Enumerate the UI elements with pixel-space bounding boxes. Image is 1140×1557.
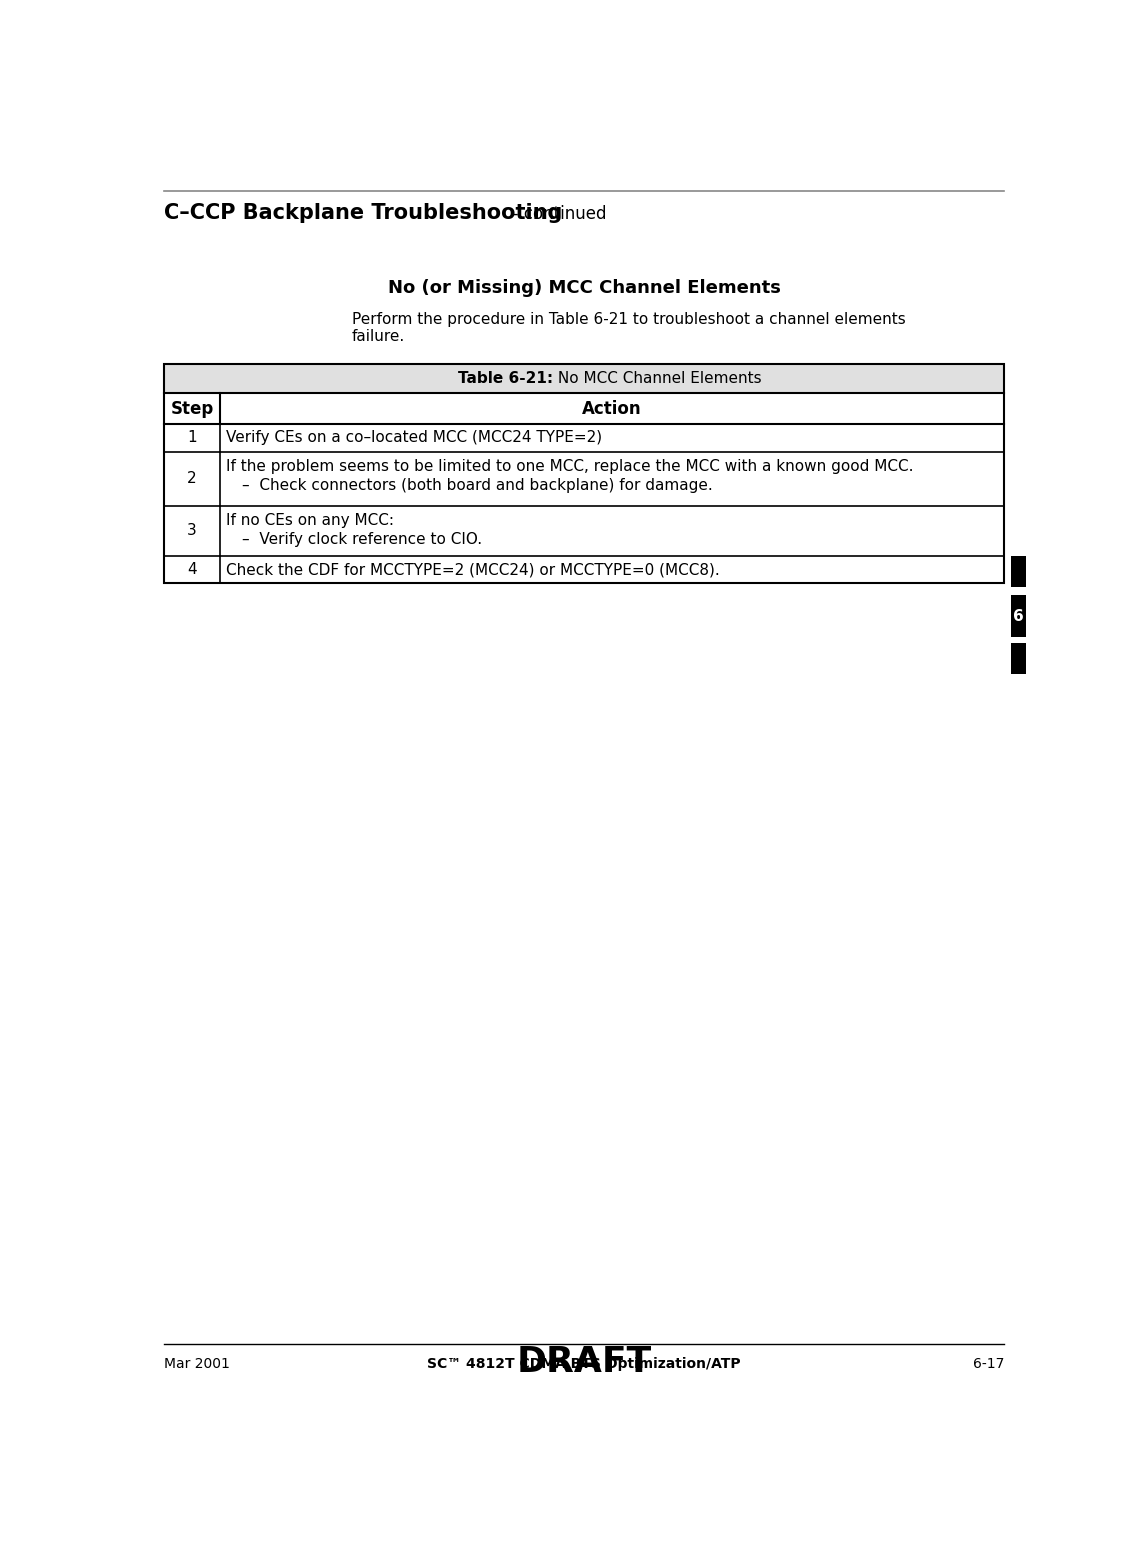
Bar xyxy=(1010,595,1026,637)
Text: 3: 3 xyxy=(187,523,197,539)
Text: 1: 1 xyxy=(187,430,197,445)
Bar xyxy=(164,364,1004,584)
Text: Verify CEs on a co–located MCC (MCC24 TYPE=2): Verify CEs on a co–located MCC (MCC24 TY… xyxy=(226,430,602,445)
Text: 6: 6 xyxy=(1012,609,1024,624)
Text: DRAFT: DRAFT xyxy=(516,1345,652,1380)
Text: 6-17: 6-17 xyxy=(972,1358,1004,1372)
Text: Check the CDF for MCCTYPE=2 (MCC24) or MCCTYPE=0 (MCC8).: Check the CDF for MCCTYPE=2 (MCC24) or M… xyxy=(226,562,720,578)
Text: – continued: – continued xyxy=(505,206,606,223)
Text: C–CCP Backplane Troubleshooting: C–CCP Backplane Troubleshooting xyxy=(164,202,562,223)
Text: If no CEs on any MCC:: If no CEs on any MCC: xyxy=(226,514,394,528)
Text: failure.: failure. xyxy=(352,329,405,344)
Text: Step: Step xyxy=(171,400,213,417)
Text: Perform the procedure in Table 6-21 to troubleshoot a channel elements: Perform the procedure in Table 6-21 to t… xyxy=(352,311,905,327)
Text: SC™ 4812T CDMA BTS Optimization/ATP: SC™ 4812T CDMA BTS Optimization/ATP xyxy=(428,1358,741,1372)
Bar xyxy=(164,364,1004,394)
Text: 4: 4 xyxy=(187,562,197,578)
Text: If the problem seems to be limited to one MCC, replace the MCC with a known good: If the problem seems to be limited to on… xyxy=(226,459,913,475)
Bar xyxy=(1010,556,1026,587)
Text: C–CCP Backplane Troubleshooting – continued: C–CCP Backplane Troubleshooting – contin… xyxy=(164,206,547,223)
Bar xyxy=(1010,643,1026,674)
Text: –  Verify clock reference to CIO.: – Verify clock reference to CIO. xyxy=(242,532,482,547)
Text: No (or Missing) MCC Channel Elements: No (or Missing) MCC Channel Elements xyxy=(388,279,781,297)
Text: Table 6-21:: Table 6-21: xyxy=(458,371,553,386)
Text: No MCC Channel Elements: No MCC Channel Elements xyxy=(553,371,762,386)
Text: Action: Action xyxy=(583,400,642,417)
Text: Mar 2001: Mar 2001 xyxy=(164,1358,230,1372)
Text: –  Check connectors (both board and backplane) for damage.: – Check connectors (both board and backp… xyxy=(242,478,712,494)
Text: 2: 2 xyxy=(187,472,197,486)
